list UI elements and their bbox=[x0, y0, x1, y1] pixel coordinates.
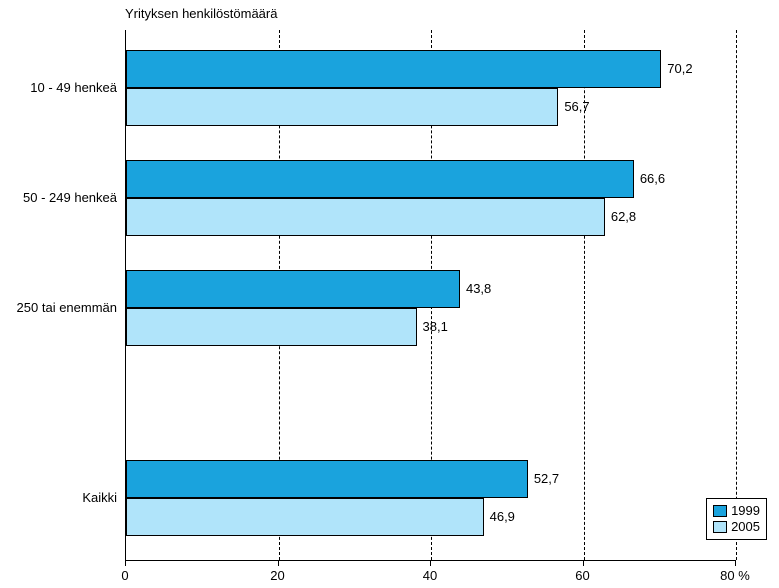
bar-value-label: 70,2 bbox=[667, 61, 692, 76]
category-label: 50 - 249 henkeä bbox=[23, 190, 117, 205]
bar-value-label: 66,6 bbox=[640, 171, 665, 186]
plot-area: 70,2 56,7 66,6 62,8 43,8 38,1 52,7 46,9 bbox=[125, 30, 736, 561]
bar-value-label: 52,7 bbox=[534, 471, 559, 486]
x-tick bbox=[278, 560, 279, 566]
x-tick bbox=[735, 560, 736, 566]
x-tick-label: 40 bbox=[423, 568, 437, 583]
gridline bbox=[736, 30, 737, 560]
bar-1999 bbox=[126, 460, 528, 498]
legend-item: 2005 bbox=[713, 519, 760, 535]
bar-2005 bbox=[126, 198, 605, 236]
legend-swatch-icon bbox=[713, 505, 727, 517]
bar-value-label: 43,8 bbox=[466, 281, 491, 296]
bar-value-label: 62,8 bbox=[611, 209, 636, 224]
x-tick bbox=[583, 560, 584, 566]
bar-value-label: 38,1 bbox=[423, 319, 448, 334]
bar-value-label: 56,7 bbox=[564, 99, 589, 114]
bar-2005 bbox=[126, 308, 417, 346]
category-label: Kaikki bbox=[82, 490, 117, 505]
category-label: 250 tai enemmän bbox=[17, 300, 117, 315]
legend-item: 1999 bbox=[713, 503, 760, 519]
legend-label: 2005 bbox=[731, 519, 760, 535]
bar-2005 bbox=[126, 498, 484, 536]
bar-value-label: 46,9 bbox=[490, 509, 515, 524]
legend-swatch-icon bbox=[713, 521, 727, 533]
x-tick-label: 60 bbox=[575, 568, 589, 583]
chart-container: Yrityksen henkilöstömäärä 70,2 56,7 66,6 62,… bbox=[0, 0, 779, 588]
bar-1999 bbox=[126, 270, 460, 308]
chart-title: Yrityksen henkilöstömäärä bbox=[125, 6, 277, 21]
x-tick bbox=[125, 560, 126, 566]
x-tick-label: 0 bbox=[121, 568, 128, 583]
category-label: 10 - 49 henkeä bbox=[30, 80, 117, 95]
bar-1999 bbox=[126, 50, 661, 88]
legend-label: 1999 bbox=[731, 503, 760, 519]
x-tick bbox=[430, 560, 431, 566]
bar-1999 bbox=[126, 160, 634, 198]
x-tick-label: 80 % bbox=[720, 568, 750, 583]
bar-2005 bbox=[126, 88, 558, 126]
x-tick-label: 20 bbox=[270, 568, 284, 583]
legend: 19992005 bbox=[706, 498, 767, 540]
